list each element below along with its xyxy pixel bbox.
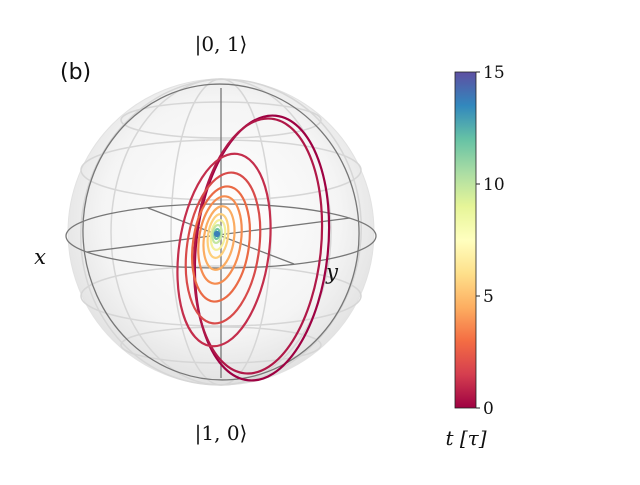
colorbar-label: t [τ] (445, 426, 486, 450)
trajectory-loop (193, 114, 331, 382)
trajectory-loop (191, 185, 251, 303)
trajectory-loop (184, 171, 262, 325)
colorbar: 0 5 10 15 t [τ] (445, 63, 504, 450)
trajectory-loop (197, 195, 243, 285)
colorbar-gradient (454, 71, 477, 409)
state-label-top: |0, 1⟩ (195, 32, 248, 57)
trajectory (176, 114, 331, 382)
trajectory-end (213, 230, 221, 238)
colorbar-ticks (476, 71, 480, 409)
colorbar-tick-label: 0 (483, 399, 494, 419)
trajectory-loop (206, 213, 230, 259)
state-label-bottom: |1, 0⟩ (195, 421, 248, 446)
colorbar-tick-label: 5 (483, 287, 494, 307)
trajectory-loop (176, 152, 272, 348)
trajectory-loop (211, 223, 223, 245)
axis-label-x: x (34, 245, 46, 269)
trajectory-loop (192, 117, 324, 375)
colorbar-tick-label: 15 (483, 63, 505, 83)
meridian-left (82, 83, 360, 381)
trajectory-loop (209, 219, 227, 251)
trajectory-loop (202, 205, 236, 271)
axis-label-y: y (325, 260, 339, 284)
bloch-sphere (65, 78, 377, 386)
panel-label: (b) (60, 60, 91, 85)
colorbar-tick-label: 10 (483, 175, 505, 195)
